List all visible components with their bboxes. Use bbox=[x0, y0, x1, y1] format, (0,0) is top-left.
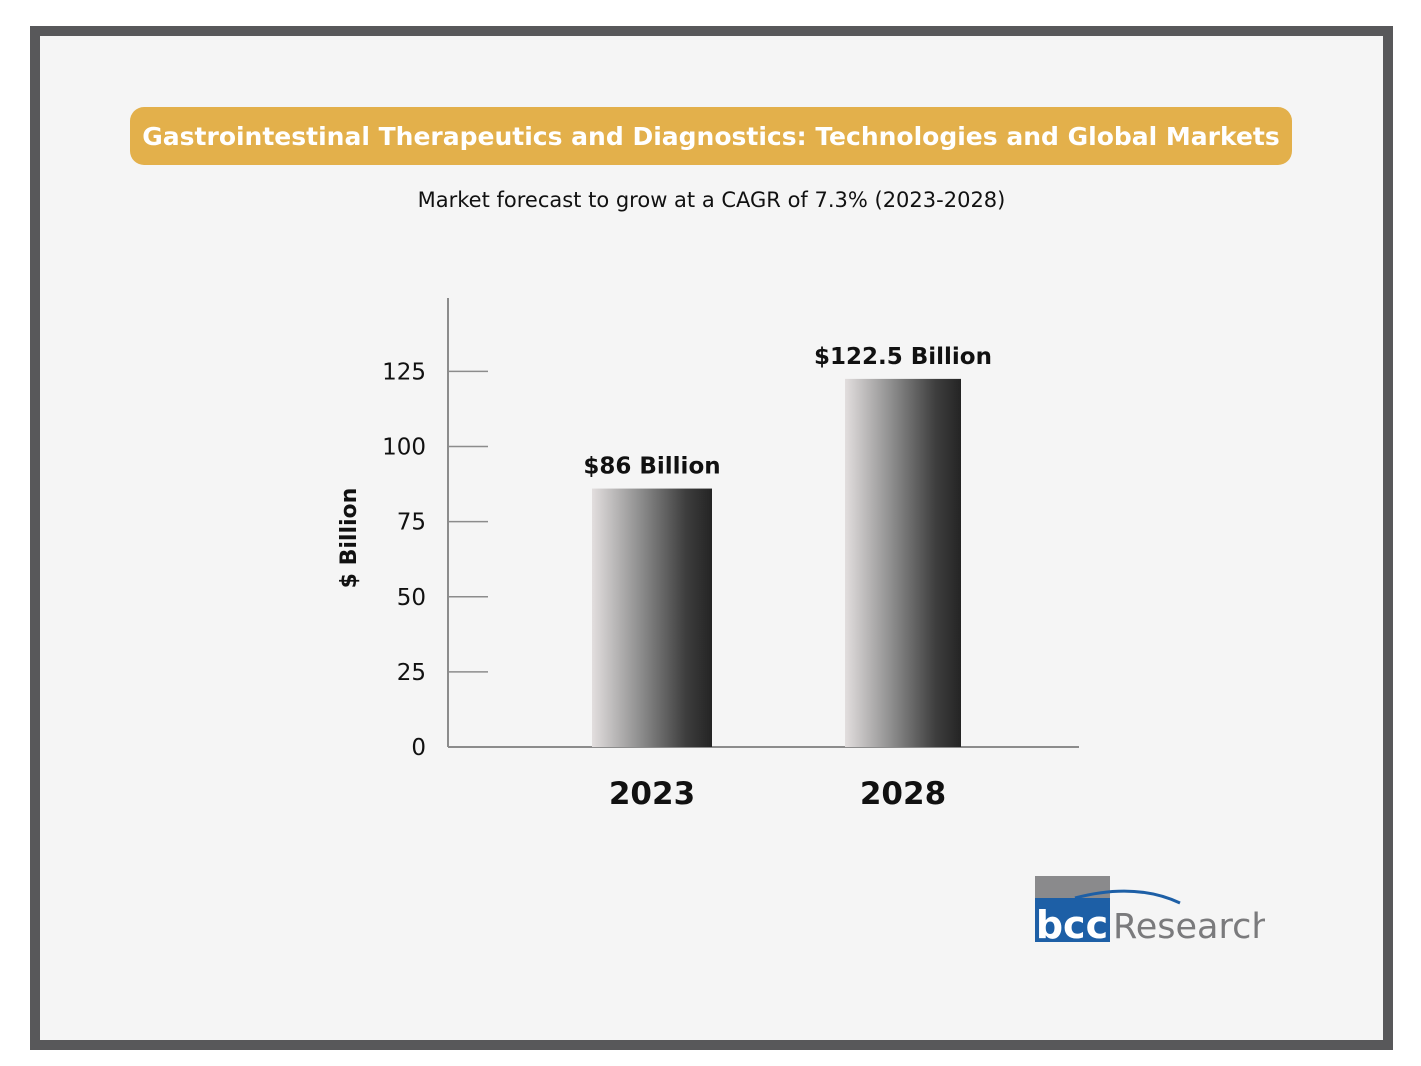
bar-2028 bbox=[845, 378, 961, 747]
y-tick-label: 25 bbox=[397, 660, 426, 686]
y-tick-label: 100 bbox=[382, 435, 426, 461]
y-tick-label: 125 bbox=[382, 359, 426, 385]
y-tick-label: 50 bbox=[397, 585, 426, 611]
y-tick-label: 0 bbox=[411, 735, 426, 761]
data-label-2023: $86 Billion bbox=[583, 454, 720, 480]
chart-frame: Gastrointestinal Therapeutics and Diagno… bbox=[30, 26, 1393, 1050]
bcc-research-logo: bcc Research bbox=[1035, 876, 1265, 946]
bar-2023 bbox=[592, 488, 712, 747]
chart-title: Gastrointestinal Therapeutics and Diagno… bbox=[142, 121, 1280, 151]
x-tick-label-2023: 2023 bbox=[609, 776, 695, 812]
chart-title-banner: Gastrointestinal Therapeutics and Diagno… bbox=[130, 107, 1292, 165]
bar-chart: 0 25 50 75 100 125 $ Billion $86 Billion 2023 $12… bbox=[337, 298, 1079, 812]
x-tick-label-2028: 2028 bbox=[860, 776, 946, 812]
data-label-2028: $122.5 Billion bbox=[814, 344, 992, 370]
chart-subtitle: Market forecast to grow at a CAGR of 7.3… bbox=[417, 188, 1006, 212]
y-axis-label: $ Billion bbox=[337, 488, 362, 589]
logo-brand: bcc bbox=[1036, 903, 1108, 946]
logo-suffix: Research bbox=[1113, 907, 1265, 946]
y-tick-label: 75 bbox=[397, 510, 426, 536]
